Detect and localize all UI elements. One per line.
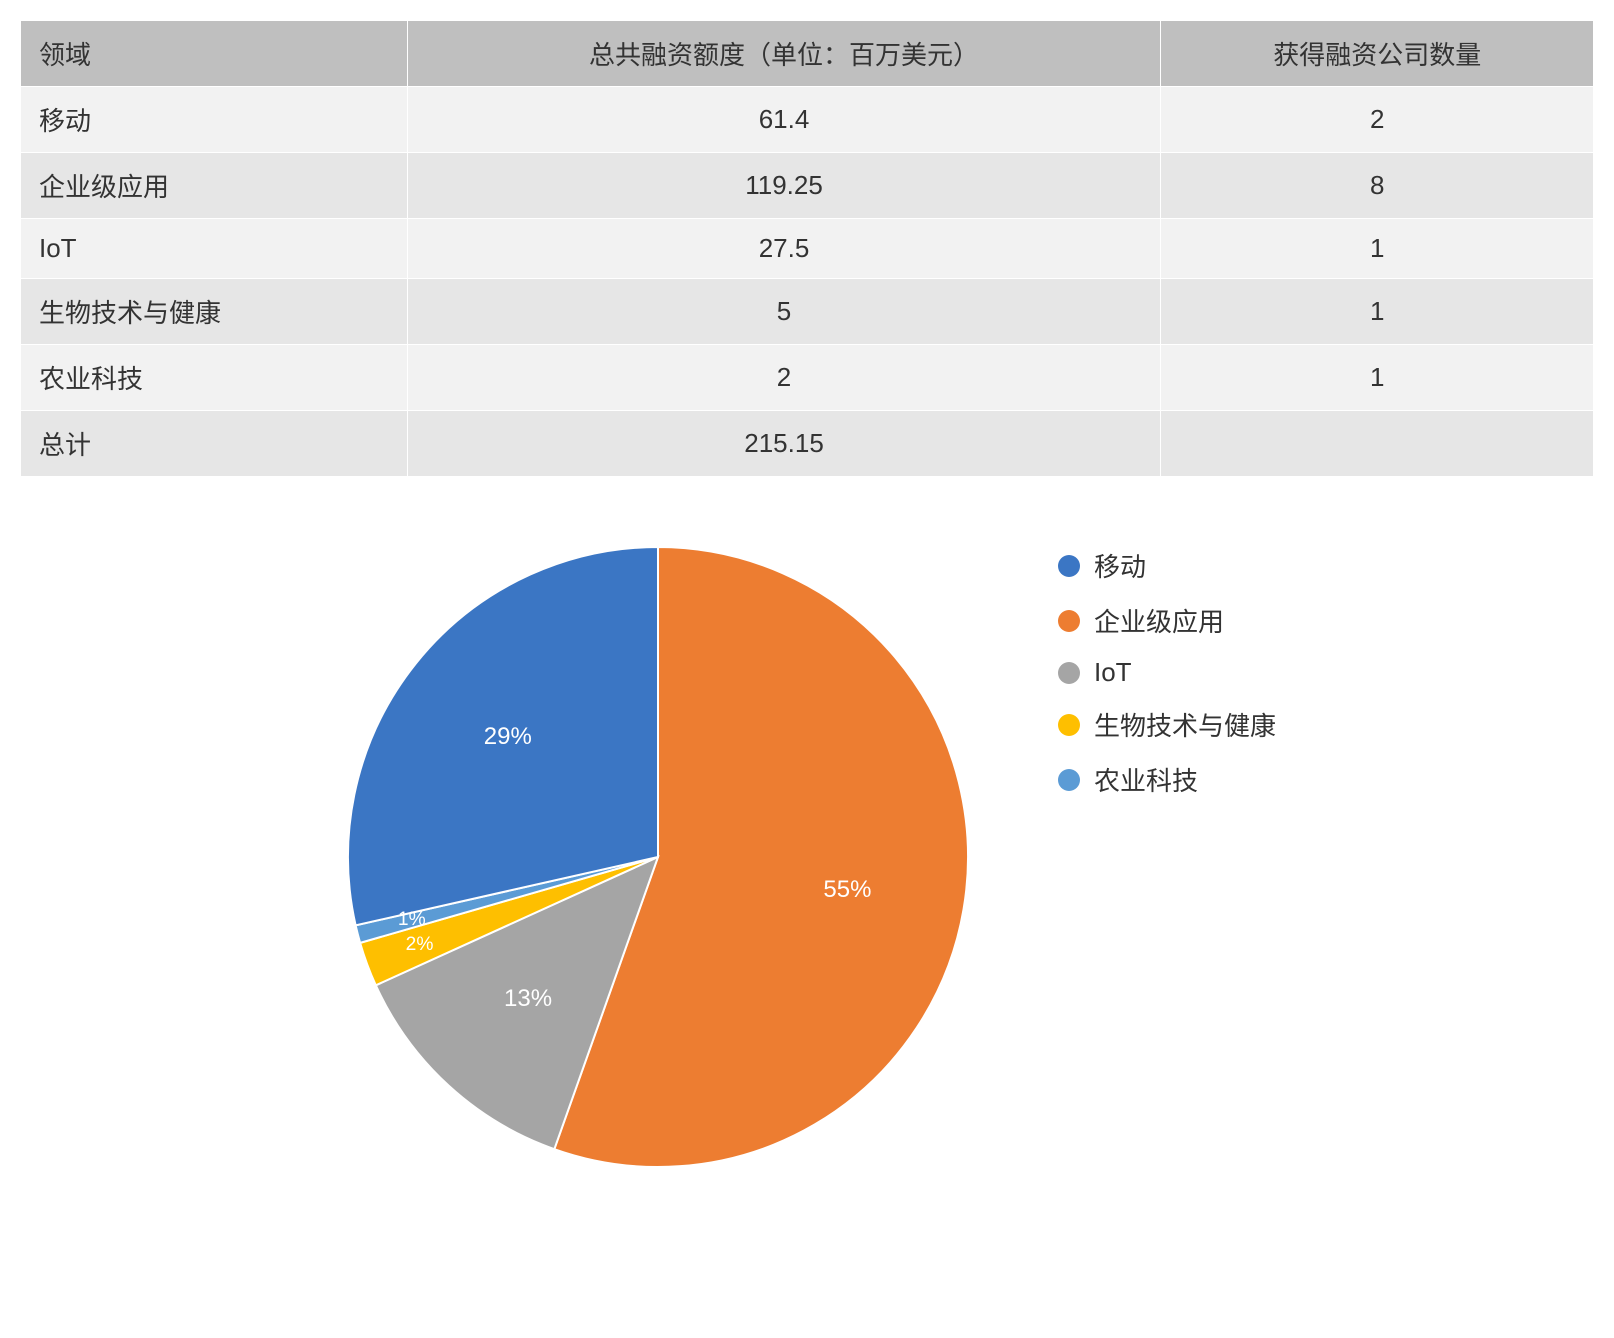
- col-header: 领域: [21, 21, 408, 87]
- legend-swatch: [1058, 714, 1080, 736]
- table-row: 总计215.15: [21, 411, 1594, 477]
- table-cell: [1161, 411, 1594, 477]
- legend-swatch: [1058, 662, 1080, 684]
- table-cell: 215.15: [407, 411, 1161, 477]
- table-cell: 1: [1161, 219, 1594, 279]
- table-row: 企业级应用119.258: [21, 153, 1594, 219]
- legend-label: IoT: [1094, 657, 1132, 688]
- legend: 移动企业级应用 IoT 生物技术与健康农业科技: [1058, 537, 1276, 798]
- table-cell: IoT: [21, 219, 408, 279]
- table-cell: 1: [1161, 279, 1594, 345]
- legend-label: 移动: [1094, 547, 1146, 584]
- table-cell: 119.25: [407, 153, 1161, 219]
- legend-label: 企业级应用: [1094, 602, 1224, 639]
- table-row: IoT27.51: [21, 219, 1594, 279]
- table-cell: 1: [1161, 345, 1594, 411]
- legend-item: 移动: [1058, 547, 1276, 584]
- pie-chart: 55%13%2%1%29%: [338, 537, 978, 1177]
- table-cell: 总计: [21, 411, 408, 477]
- table-row: 移动61.42: [21, 87, 1594, 153]
- legend-item: 农业科技: [1058, 761, 1276, 798]
- table-cell: 61.4: [407, 87, 1161, 153]
- legend-label: 生物技术与健康: [1094, 706, 1276, 743]
- legend-swatch: [1058, 555, 1080, 577]
- table-cell: 农业科技: [21, 345, 408, 411]
- table-header-row: 领域 总共融资额度（单位：百万美元） 获得融资公司数量: [21, 21, 1594, 87]
- table-row: 生物技术与健康51: [21, 279, 1594, 345]
- table-cell: 8: [1161, 153, 1594, 219]
- table-cell: 生物技术与健康: [21, 279, 408, 345]
- table-cell: 移动: [21, 87, 408, 153]
- chart-area: 55%13%2%1%29% 移动企业级应用 IoT 生物技术与健康农业科技: [20, 537, 1594, 1177]
- funding-table: 领域 总共融资额度（单位：百万美元） 获得融资公司数量 移动61.42企业级应用…: [20, 20, 1594, 477]
- legend-item: 企业级应用: [1058, 602, 1276, 639]
- legend-item: 生物技术与健康: [1058, 706, 1276, 743]
- table-cell: 27.5: [407, 219, 1161, 279]
- table-row: 农业科技21: [21, 345, 1594, 411]
- table-cell: 2: [1161, 87, 1594, 153]
- legend-item: IoT: [1058, 657, 1276, 688]
- legend-label: 农业科技: [1094, 761, 1198, 798]
- table-cell: 企业级应用: [21, 153, 408, 219]
- legend-swatch: [1058, 610, 1080, 632]
- col-header: 总共融资额度（单位：百万美元）: [407, 21, 1161, 87]
- legend-swatch: [1058, 769, 1080, 791]
- col-header: 获得融资公司数量: [1161, 21, 1594, 87]
- table-cell: 5: [407, 279, 1161, 345]
- table-cell: 2: [407, 345, 1161, 411]
